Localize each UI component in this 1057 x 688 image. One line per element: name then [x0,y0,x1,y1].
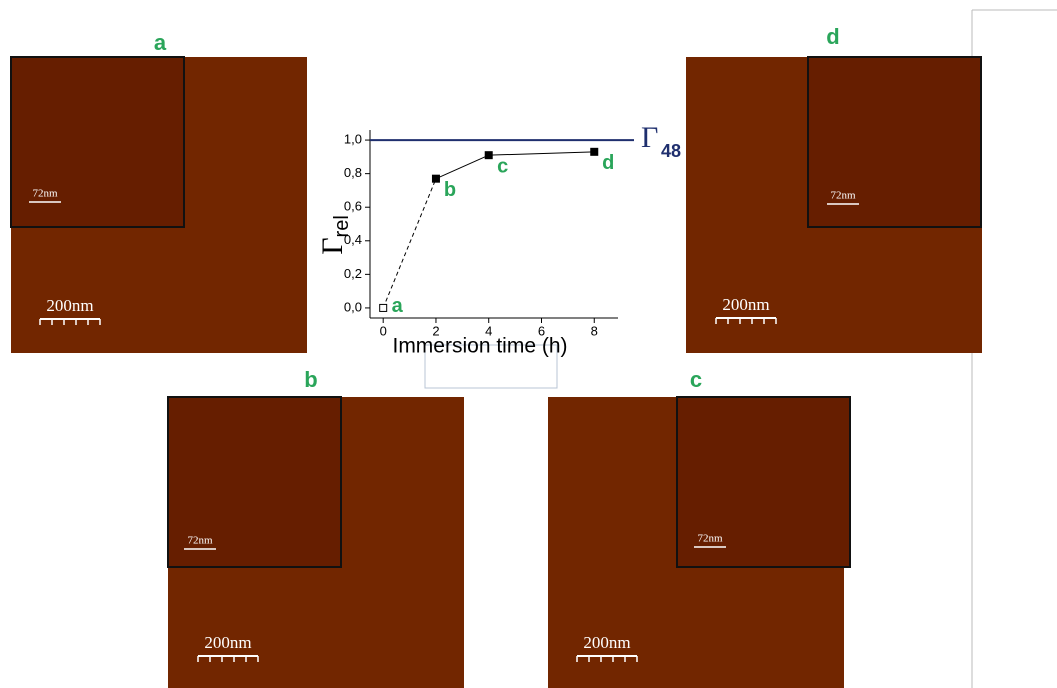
data-point [485,152,492,159]
line-segment [383,179,436,308]
y-tick-label: 0,6 [344,199,362,214]
data-point [432,175,439,182]
y-tick-label: 0,8 [344,165,362,180]
figure: a 200nm 72nm b 200nm 72nm c 200nm 72nm d 200nm 72nm… [0,0,1057,688]
inset-scale-label: 72nm [187,535,213,547]
y-tick-label: 1,0 [344,132,362,147]
x-tick-label: 0 [380,323,387,338]
inset-scale-label: 72nm [32,188,58,200]
point-label: c [497,155,508,177]
x-tick-label: 8 [591,323,598,338]
scale-bar-label: 200nm [46,296,93,315]
y-tick-label: 0,0 [344,299,362,314]
y-axis-label-symbol: Γ [316,237,349,254]
data-point [591,148,598,155]
x-axis-label: Immersion time (h) [392,335,567,358]
line-segment [436,155,489,179]
reference-subscript: 48 [661,141,681,161]
panel-label: c [690,367,702,392]
scale-bar-label: 200nm [722,295,769,314]
inset-scale-label: 72nm [830,190,856,202]
reference-label: Γ [641,121,658,154]
y-tick-label: 0,2 [344,266,362,281]
page: a 200nm 72nm b 200nm 72nm c 200nm 72nm d 200nm 72nm… [0,0,1057,688]
y-axis-label: Γrel [316,215,353,255]
panel-label: d [826,24,839,49]
data-point [380,304,387,311]
panel-label: a [154,30,167,55]
point-label: a [392,295,404,317]
inset-scale-label: 72nm [697,533,723,545]
point-label: d [602,152,614,174]
y-axis-label-subscript: rel [331,215,353,237]
panel-label: b [304,367,317,392]
scale-bar-label: 200nm [204,633,251,652]
point-label: b [444,179,456,201]
scale-bar-label: 200nm [583,633,630,652]
